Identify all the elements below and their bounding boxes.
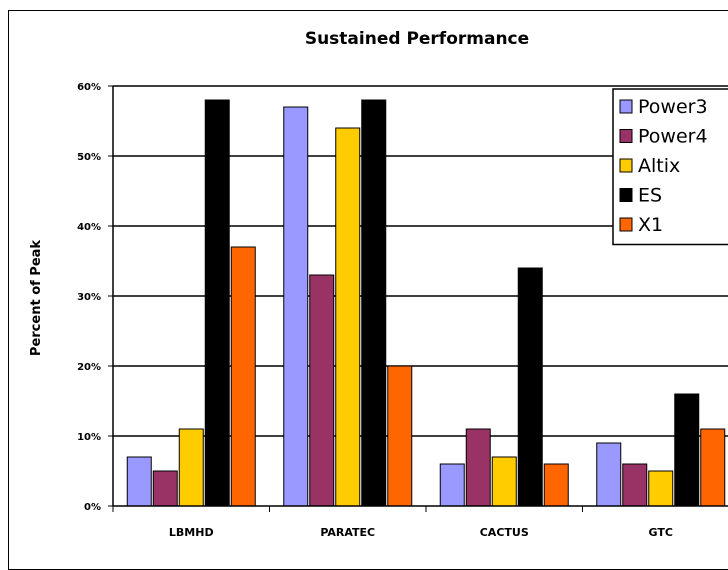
legend-swatch-altix (619, 158, 633, 173)
bar-x1-gtc (700, 428, 726, 507)
bar-power3-cactus (439, 463, 465, 507)
bars (126, 99, 726, 507)
chart-title: Sustained Performance (305, 29, 529, 49)
legend-swatch-power4 (619, 129, 633, 143)
legend-label-power3: Power3 (638, 96, 708, 118)
legend-label-power4: Power4 (638, 126, 708, 148)
bar-altix-gtc (648, 470, 674, 507)
axes (112, 86, 728, 512)
x-tick-label: CACTUS (480, 526, 529, 539)
legend-label-es: ES (638, 185, 662, 207)
y-tick-label: 60% (77, 82, 101, 93)
bar-power4-lbmhd (152, 470, 178, 507)
x-tick-label: GTC (649, 526, 673, 539)
bar-power3-paratec (283, 106, 309, 507)
y-tick-label: 0% (84, 502, 101, 513)
legend: Power3 Power4 Altix ES X1 (612, 88, 728, 246)
y-axis-label: Percent of Peak (29, 240, 44, 357)
legend-swatch-power3 (619, 99, 633, 114)
bar-power3-lbmhd (126, 456, 152, 507)
x-tick-label: PARATEC (320, 526, 375, 539)
y-tick-label: 10% (77, 432, 101, 443)
legend-swatch-x1 (619, 217, 633, 232)
bar-x1-lbmhd (230, 246, 256, 507)
bar-altix-cactus (491, 456, 517, 507)
y-axis-ticks: 0% 10% 20% 30% 40% 50% 60% (77, 82, 113, 513)
y-tick-label: 20% (77, 362, 101, 373)
bar-power4-cactus (465, 428, 491, 507)
bar-es-gtc (674, 393, 700, 507)
bar-power3-gtc (596, 442, 622, 507)
bar-es-paratec (361, 99, 387, 507)
bar-altix-paratec (335, 127, 361, 507)
y-tick-label: 40% (77, 222, 101, 233)
bar-power4-gtc (622, 463, 648, 507)
bar-es-lbmhd (204, 99, 230, 507)
legend-label-x1: X1 (638, 214, 663, 236)
legend-label-altix: Altix (638, 155, 680, 177)
x-axis-labels: LBMHD PARATEC CACTUS GTC (169, 526, 673, 539)
bar-x1-cactus (543, 463, 569, 507)
bar-altix-lbmhd (178, 428, 204, 507)
legend-swatch-es (619, 188, 633, 202)
x-tick-label: LBMHD (169, 526, 214, 539)
bar-power4-paratec (309, 274, 335, 507)
bar-x1-paratec (387, 365, 413, 507)
bar-es-cactus (517, 267, 543, 507)
y-tick-label: 50% (77, 152, 101, 163)
y-tick-label: 30% (77, 292, 101, 303)
